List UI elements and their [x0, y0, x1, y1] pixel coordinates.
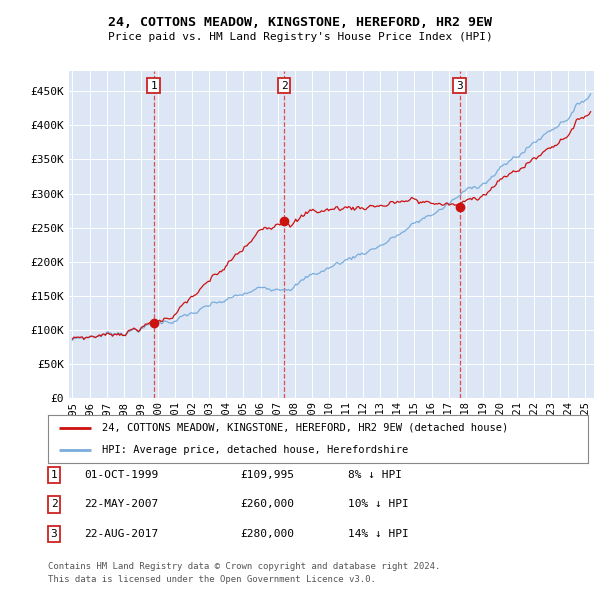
- Text: 1: 1: [50, 470, 58, 480]
- Text: Price paid vs. HM Land Registry's House Price Index (HPI): Price paid vs. HM Land Registry's House …: [107, 32, 493, 41]
- Text: Contains HM Land Registry data © Crown copyright and database right 2024.: Contains HM Land Registry data © Crown c…: [48, 562, 440, 571]
- Text: £260,000: £260,000: [240, 500, 294, 509]
- Text: 22-MAY-2007: 22-MAY-2007: [84, 500, 158, 509]
- Text: This data is licensed under the Open Government Licence v3.0.: This data is licensed under the Open Gov…: [48, 575, 376, 584]
- Text: £280,000: £280,000: [240, 529, 294, 539]
- Text: 14% ↓ HPI: 14% ↓ HPI: [348, 529, 409, 539]
- Text: 24, COTTONS MEADOW, KINGSTONE, HEREFORD, HR2 9EW (detached house): 24, COTTONS MEADOW, KINGSTONE, HEREFORD,…: [102, 423, 508, 433]
- Text: 01-OCT-1999: 01-OCT-1999: [84, 470, 158, 480]
- Text: 8% ↓ HPI: 8% ↓ HPI: [348, 470, 402, 480]
- Text: 3: 3: [456, 81, 463, 90]
- Text: 2: 2: [50, 500, 58, 509]
- Text: 2: 2: [281, 81, 287, 90]
- Text: 22-AUG-2017: 22-AUG-2017: [84, 529, 158, 539]
- Text: HPI: Average price, detached house, Herefordshire: HPI: Average price, detached house, Here…: [102, 445, 408, 455]
- Text: 3: 3: [50, 529, 58, 539]
- Text: 1: 1: [150, 81, 157, 90]
- Text: 10% ↓ HPI: 10% ↓ HPI: [348, 500, 409, 509]
- Text: 24, COTTONS MEADOW, KINGSTONE, HEREFORD, HR2 9EW: 24, COTTONS MEADOW, KINGSTONE, HEREFORD,…: [108, 16, 492, 29]
- Text: £109,995: £109,995: [240, 470, 294, 480]
